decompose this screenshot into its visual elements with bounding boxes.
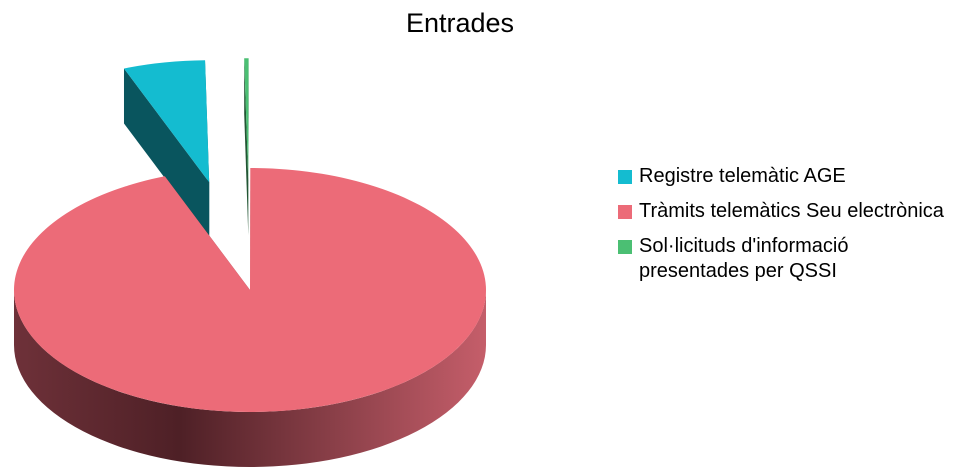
slice [13, 168, 486, 413]
slice-radial-wall [123, 68, 210, 238]
legend-item: Registre telemàtic AGE [618, 164, 958, 189]
legend-swatch [618, 205, 632, 219]
slice [123, 60, 210, 183]
legend-item: Sol·licituds d'informació presentades pe… [618, 234, 958, 284]
legend-label: Registre telemàtic AGE [639, 165, 846, 187]
slice [244, 58, 249, 181]
legend-label: Sol·licituds d'informació presentades pe… [639, 235, 849, 282]
chart-title: Entrades [405, 8, 515, 38]
legend: Registre telemàtic AGE Tràmits telemàtics… [618, 164, 958, 294]
legend-swatch [618, 240, 632, 254]
legend-label: Tràmits telemàtics Seu electrònica [639, 200, 944, 222]
slice-radial-wall [244, 58, 249, 236]
legend-swatch [618, 170, 632, 184]
slice-side-wall [14, 290, 486, 467]
legend-item: Tràmits telemàtics Seu electrònica [618, 199, 958, 224]
